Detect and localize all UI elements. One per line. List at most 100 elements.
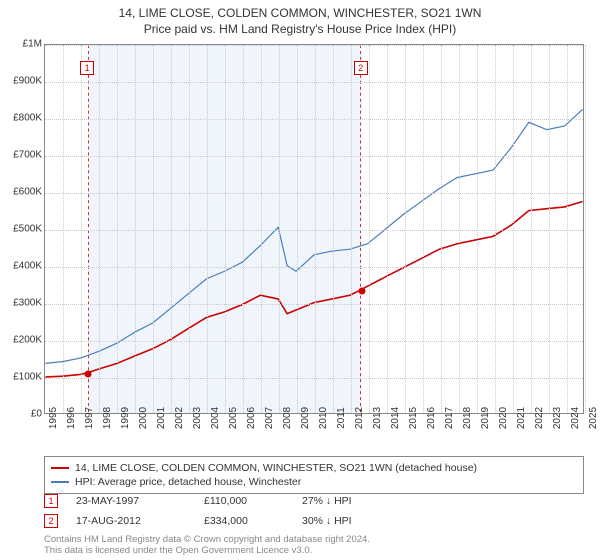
sale-marker-dot	[85, 371, 92, 378]
gridline-v	[567, 45, 568, 413]
x-axis-label: 2004	[210, 407, 221, 429]
footnote-row-1: 1 23-MAY-1997 £110,000 27% ↓ HPI	[44, 494, 584, 508]
y-axis-label: £300K	[2, 298, 42, 309]
gridline-v	[531, 45, 532, 413]
gridline-v	[279, 45, 280, 413]
gridline-v	[135, 45, 136, 413]
x-axis-label: 2025	[588, 407, 599, 429]
gridline-h	[45, 82, 583, 83]
chart-plot-area	[44, 44, 584, 414]
footnote-row-2: 2 17-AUG-2012 £334,000 30% ↓ HPI	[44, 514, 584, 528]
title-block: 14, LIME CLOSE, COLDEN COMMON, WINCHESTE…	[0, 0, 600, 36]
gridline-h	[45, 119, 583, 120]
gridline-v	[477, 45, 478, 413]
y-axis-label: £100K	[2, 372, 42, 383]
gridline-v	[441, 45, 442, 413]
x-axis-label: 2016	[426, 407, 437, 429]
x-axis-label: 2006	[246, 407, 257, 429]
y-axis-label: £600K	[2, 187, 42, 198]
series-line-property	[45, 201, 582, 376]
legend-label-hpi: HPI: Average price, detached house, Winc…	[75, 476, 301, 488]
gridline-v	[459, 45, 460, 413]
y-axis-label: £400K	[2, 261, 42, 272]
gridline-v	[333, 45, 334, 413]
gridline-h	[45, 267, 583, 268]
gridline-v	[423, 45, 424, 413]
footnote-date-2: 17-AUG-2012	[76, 515, 186, 527]
x-axis-label: 2017	[444, 407, 455, 429]
legend-swatch-hpi	[51, 481, 69, 483]
y-axis-label: £500K	[2, 224, 42, 235]
gridline-v	[117, 45, 118, 413]
gridline-v	[261, 45, 262, 413]
copyright-line-2: This data is licensed under the Open Gov…	[44, 545, 584, 556]
gridline-v	[63, 45, 64, 413]
x-axis-label: 1995	[48, 407, 59, 429]
title-main: 14, LIME CLOSE, COLDEN COMMON, WINCHESTE…	[0, 6, 600, 20]
footnote-price-1: £110,000	[204, 495, 284, 507]
footnote-price-2: £334,000	[204, 515, 284, 527]
x-axis-label: 2011	[336, 407, 347, 429]
y-axis-label: £800K	[2, 113, 42, 124]
x-axis-label: 2019	[480, 407, 491, 429]
gridline-v	[99, 45, 100, 413]
legend-row-hpi: HPI: Average price, detached house, Winc…	[51, 475, 577, 489]
x-axis-label: 2000	[138, 407, 149, 429]
copyright-line-1: Contains HM Land Registry data © Crown c…	[44, 534, 584, 545]
gridline-v	[549, 45, 550, 413]
title-sub: Price paid vs. HM Land Registry's House …	[0, 22, 600, 36]
y-axis-label: £1M	[2, 39, 42, 50]
gridline-h	[45, 304, 583, 305]
footnote-marker-1: 1	[44, 494, 58, 508]
x-axis-label: 2008	[282, 407, 293, 429]
x-axis-label: 2001	[156, 407, 167, 429]
x-axis-label: 1998	[102, 407, 113, 429]
x-axis-label: 1997	[84, 407, 95, 429]
x-axis-label: 2003	[192, 407, 203, 429]
legend-row-property: 14, LIME CLOSE, COLDEN COMMON, WINCHESTE…	[51, 461, 577, 475]
gridline-v	[153, 45, 154, 413]
x-axis-label: 2005	[228, 407, 239, 429]
chart-lines-svg	[45, 45, 583, 413]
gridline-h	[45, 341, 583, 342]
x-axis-label: 2007	[264, 407, 275, 429]
gridline-v	[171, 45, 172, 413]
series-line-hpi	[45, 109, 582, 363]
legend-box: 14, LIME CLOSE, COLDEN COMMON, WINCHESTE…	[44, 456, 584, 494]
gridline-v	[405, 45, 406, 413]
x-axis-label: 2012	[354, 407, 365, 429]
gridline-h	[45, 230, 583, 231]
gridline-v	[513, 45, 514, 413]
gridline-v	[81, 45, 82, 413]
x-axis-label: 2010	[318, 407, 329, 429]
gridline-h	[45, 193, 583, 194]
footnote-delta-2: 30% ↓ HPI	[302, 515, 352, 527]
x-axis-label: 2021	[516, 407, 527, 429]
y-axis-label: £200K	[2, 335, 42, 346]
y-axis-label: £0	[2, 409, 42, 420]
footnote-marker-2: 2	[44, 514, 58, 528]
gridline-v	[495, 45, 496, 413]
gridline-v	[387, 45, 388, 413]
gridline-h	[45, 156, 583, 157]
x-axis-label: 2018	[462, 407, 473, 429]
x-axis-label: 2013	[372, 407, 383, 429]
x-axis-label: 2009	[300, 407, 311, 429]
y-axis-label: £900K	[2, 76, 42, 87]
footnote-date-1: 23-MAY-1997	[76, 495, 186, 507]
gridline-v	[315, 45, 316, 413]
gridline-v	[369, 45, 370, 413]
chart-container: 14, LIME CLOSE, COLDEN COMMON, WINCHESTE…	[0, 0, 600, 560]
legend-swatch-property	[51, 467, 69, 469]
x-axis-label: 2020	[498, 407, 509, 429]
x-axis-label: 2015	[408, 407, 419, 429]
sale-marker-box: 2	[354, 61, 368, 75]
gridline-h	[45, 378, 583, 379]
x-axis-label: 2024	[570, 407, 581, 429]
x-axis-label: 2023	[552, 407, 563, 429]
x-axis-label: 2022	[534, 407, 545, 429]
gridline-v	[189, 45, 190, 413]
x-axis-label: 1999	[120, 407, 131, 429]
sale-marker-box: 1	[80, 61, 94, 75]
gridline-v	[225, 45, 226, 413]
